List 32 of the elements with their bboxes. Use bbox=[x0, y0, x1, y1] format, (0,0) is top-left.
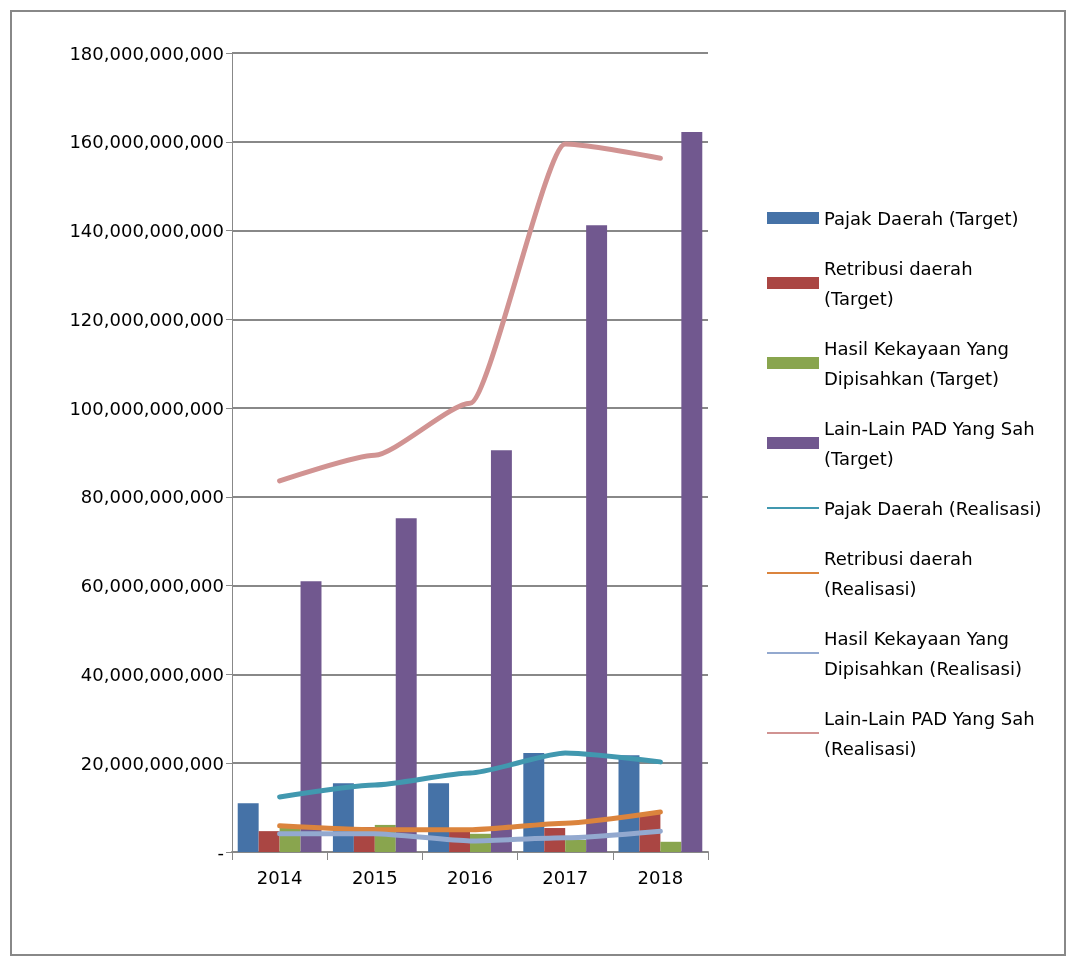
legend-label: Hasil Kekayaan Yang Dipisahkan (Realisasi) bbox=[824, 627, 1023, 679]
x-tick-label: 2017 bbox=[542, 866, 589, 888]
bar bbox=[660, 841, 682, 852]
y-tick-label: 140,000,000,000 bbox=[69, 220, 224, 242]
y-tick-label: 180,000,000,000 bbox=[69, 42, 224, 64]
y-tick-label: 160,000,000,000 bbox=[69, 131, 224, 153]
bar bbox=[490, 450, 512, 852]
x-tick-label: 2014 bbox=[256, 866, 303, 888]
y-tick-label: 20,000,000,000 bbox=[80, 752, 224, 774]
bar bbox=[586, 225, 608, 852]
x-tick-label: 2016 bbox=[447, 866, 493, 888]
legend-label: Pajak Daerah (Realisasi) bbox=[824, 497, 1042, 519]
bar bbox=[258, 831, 280, 852]
bar bbox=[681, 132, 703, 852]
legend-label: Retribusi daerah (Realisasi) bbox=[824, 547, 979, 599]
x-tick-label: 2018 bbox=[637, 866, 684, 888]
y-tick-label: 100,000,000,000 bbox=[69, 397, 224, 419]
legend-label: Lain-Lain PAD Yang Sah (Target) bbox=[824, 417, 1041, 469]
y-tick-label: 80,000,000,000 bbox=[80, 486, 224, 508]
y-tick-label: 40,000,000,000 bbox=[80, 663, 224, 685]
y-tick-label: - bbox=[217, 841, 224, 863]
legend-label: Pajak Daerah (Target) bbox=[824, 207, 1019, 229]
bar bbox=[237, 803, 259, 852]
y-tick-label: 120,000,000,000 bbox=[69, 308, 224, 330]
x-tick-label: 2015 bbox=[351, 866, 398, 888]
y-tick-label: 60,000,000,000 bbox=[80, 575, 224, 597]
bar bbox=[565, 840, 587, 852]
legend-label: Lain-Lain PAD Yang Sah (Realisasi) bbox=[824, 707, 1041, 759]
legend-label: Hasil Kekayaan Yang Dipisahkan (Target) bbox=[824, 337, 1015, 389]
legend-label: Retribusi daerah (Target) bbox=[824, 257, 979, 309]
bar bbox=[395, 518, 417, 852]
bar bbox=[300, 581, 322, 852]
